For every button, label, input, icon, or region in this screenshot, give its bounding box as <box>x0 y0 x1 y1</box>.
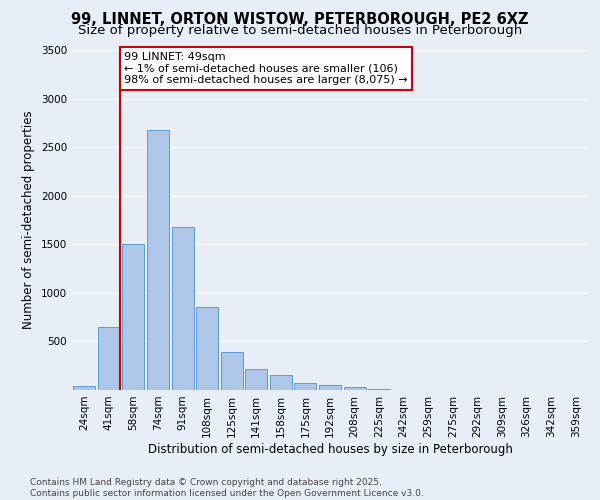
Bar <box>270 375 292 390</box>
Bar <box>196 308 218 390</box>
Bar <box>344 386 365 390</box>
Text: Contains HM Land Registry data © Crown copyright and database right 2025.
Contai: Contains HM Land Registry data © Crown c… <box>30 478 424 498</box>
Y-axis label: Number of semi-detached properties: Number of semi-detached properties <box>22 110 35 330</box>
Bar <box>122 244 145 390</box>
Bar <box>368 388 390 390</box>
Bar <box>295 383 316 390</box>
X-axis label: Distribution of semi-detached houses by size in Peterborough: Distribution of semi-detached houses by … <box>148 442 512 456</box>
Text: 99, LINNET, ORTON WISTOW, PETERBOROUGH, PE2 6XZ: 99, LINNET, ORTON WISTOW, PETERBOROUGH, … <box>71 12 529 28</box>
Text: Size of property relative to semi-detached houses in Peterborough: Size of property relative to semi-detach… <box>78 24 522 37</box>
Bar <box>147 130 169 390</box>
Bar <box>98 327 120 390</box>
Bar <box>221 352 243 390</box>
Bar <box>245 369 268 390</box>
Bar <box>73 386 95 390</box>
Bar <box>172 227 194 390</box>
Bar <box>319 384 341 390</box>
Text: 99 LINNET: 49sqm
← 1% of semi-detached houses are smaller (106)
98% of semi-deta: 99 LINNET: 49sqm ← 1% of semi-detached h… <box>124 52 408 85</box>
